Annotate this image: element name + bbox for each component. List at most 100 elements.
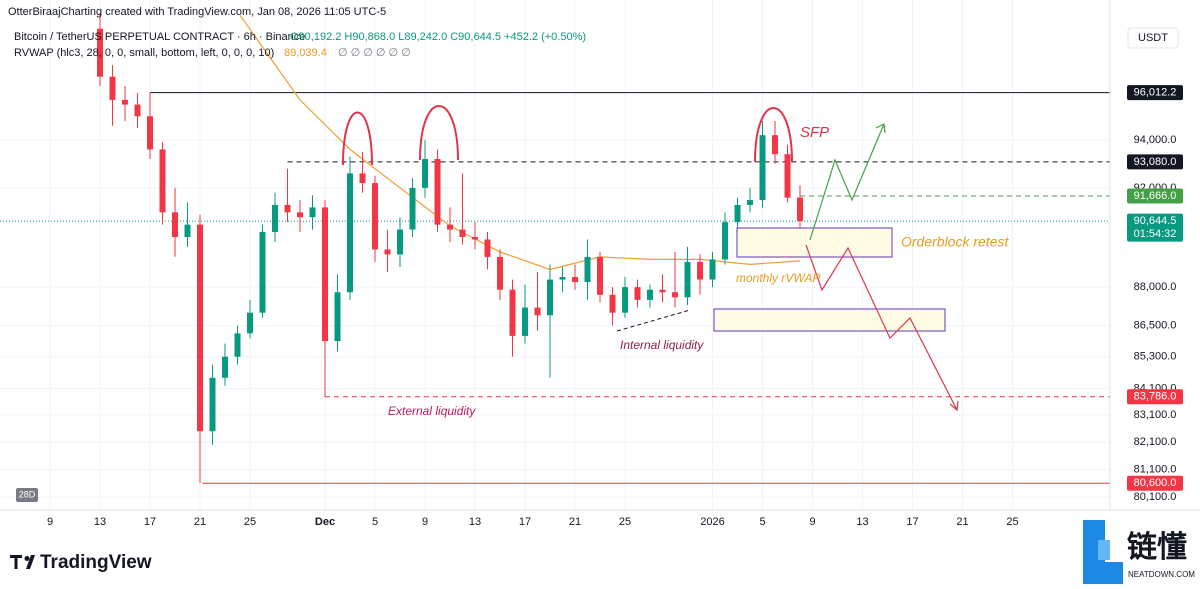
candle-body	[284, 204, 291, 213]
credit: OtterBiraajCharting created with Trading…	[8, 6, 386, 18]
trend-line	[616, 309, 691, 332]
x-tick-label: 17	[519, 516, 531, 528]
candle-body	[559, 277, 566, 280]
x-tick-label: 2026	[700, 516, 724, 528]
indicator-name: RVWAP (hlc3, 28, 0, 0, small, bottom, le…	[14, 47, 274, 59]
currency-badge[interactable]	[1127, 27, 1179, 49]
candle-body	[447, 224, 453, 230]
annotation: Orderblock retest	[901, 234, 1009, 250]
x-tick-label: 21	[956, 516, 968, 528]
x-tick-label: 25	[1006, 516, 1018, 528]
range-badge-label[interactable]: 28D	[19, 489, 36, 499]
candle-body	[684, 261, 691, 298]
candle-body	[597, 256, 603, 295]
candle-body	[547, 279, 553, 316]
price-tag	[1127, 213, 1183, 242]
candle-body	[134, 104, 141, 117]
orderblock-box	[713, 308, 946, 332]
candle-body	[572, 277, 578, 283]
candle-body	[672, 292, 678, 298]
price-tag	[1127, 85, 1183, 101]
watermark-url: NEATDOWN.COM	[1128, 570, 1195, 579]
bear-path	[805, 244, 958, 411]
top-arc	[342, 111, 373, 166]
annotation: External liquidity	[388, 404, 476, 418]
x-tick-label: 13	[94, 516, 106, 528]
candle-body	[259, 232, 266, 313]
candle-body	[384, 249, 391, 255]
candle-body	[209, 377, 216, 432]
candle-body	[422, 158, 428, 188]
candle-body	[147, 116, 153, 150]
price-tag-label: 93,080.0	[1134, 156, 1177, 168]
x-tick-label: 5	[759, 516, 765, 528]
candle-body	[609, 294, 616, 313]
indicator-value: 89,039.4	[284, 47, 327, 59]
candle-body	[509, 289, 516, 336]
candle-body	[109, 76, 116, 100]
candle-body	[172, 212, 178, 237]
price-tag-label: 83,786.0	[1134, 391, 1177, 403]
price-tag	[1127, 188, 1183, 204]
currency[interactable]: USDT	[1138, 32, 1168, 44]
candle-body	[797, 197, 803, 222]
x-tick-label: 9	[422, 516, 428, 528]
candle-body	[159, 149, 166, 213]
candle-body	[272, 204, 278, 233]
x-tick-label: 13	[469, 516, 481, 528]
y-tick-label: 80,100.0	[1134, 491, 1177, 503]
candle-body	[397, 229, 403, 255]
candle-body	[522, 307, 528, 336]
candle-body	[309, 207, 316, 218]
candle-body	[759, 135, 766, 201]
price-tag	[1127, 475, 1183, 491]
rvwap-line	[239, 14, 801, 271]
y-tick-label: 88,000.0	[1134, 281, 1177, 293]
price-tag	[1127, 154, 1183, 170]
price-tag-label: 90,644.5	[1134, 215, 1177, 227]
orderblock-box	[736, 227, 893, 258]
candle-body	[622, 287, 628, 313]
candle-body	[347, 173, 353, 293]
candle-body	[484, 239, 491, 257]
brand: TradingView	[40, 552, 152, 573]
annotation: monthly rVWAP	[736, 271, 820, 285]
candle-body	[472, 236, 478, 240]
bull-path	[809, 123, 885, 241]
candle-body	[584, 256, 591, 283]
x-tick-label: 13	[856, 516, 868, 528]
ohlc: O90,192.2 H90,868.0 L89,242.0 C90,644.5 …	[290, 31, 586, 43]
x-tick-label: 9	[809, 516, 815, 528]
candle-body	[409, 187, 416, 230]
candle-body	[322, 207, 328, 342]
brand-logo	[10, 555, 35, 569]
range-badge[interactable]	[16, 488, 38, 502]
candle-body	[247, 312, 253, 334]
candle-body	[184, 224, 191, 237]
candle-body	[97, 28, 103, 77]
countdown: 01:54:32	[1134, 228, 1177, 240]
candle-body	[334, 292, 341, 342]
candle-body	[122, 99, 128, 105]
candle-body	[784, 154, 791, 198]
candle-body	[372, 183, 378, 250]
x-tick-label: 9	[47, 516, 53, 528]
candle-body	[697, 261, 703, 280]
candle-body	[459, 229, 466, 237]
candle-body	[722, 222, 728, 260]
price-tag-label: 96,012.2	[1134, 87, 1177, 99]
annotation: Internal liquidity	[620, 338, 704, 352]
annotation: SFP	[800, 124, 829, 141]
candle-body	[534, 307, 541, 316]
price-tag	[1127, 389, 1183, 405]
candle-body	[747, 200, 753, 205]
y-tick-label: 82,100.0	[1134, 436, 1177, 448]
plot	[97, 12, 803, 484]
x-tick-label: 17	[906, 516, 918, 528]
candle-body	[634, 287, 641, 300]
x-tick-label: 5	[372, 516, 378, 528]
top-arc	[754, 107, 793, 163]
candle-body	[659, 289, 666, 293]
x-tick-label: 21	[569, 516, 581, 528]
